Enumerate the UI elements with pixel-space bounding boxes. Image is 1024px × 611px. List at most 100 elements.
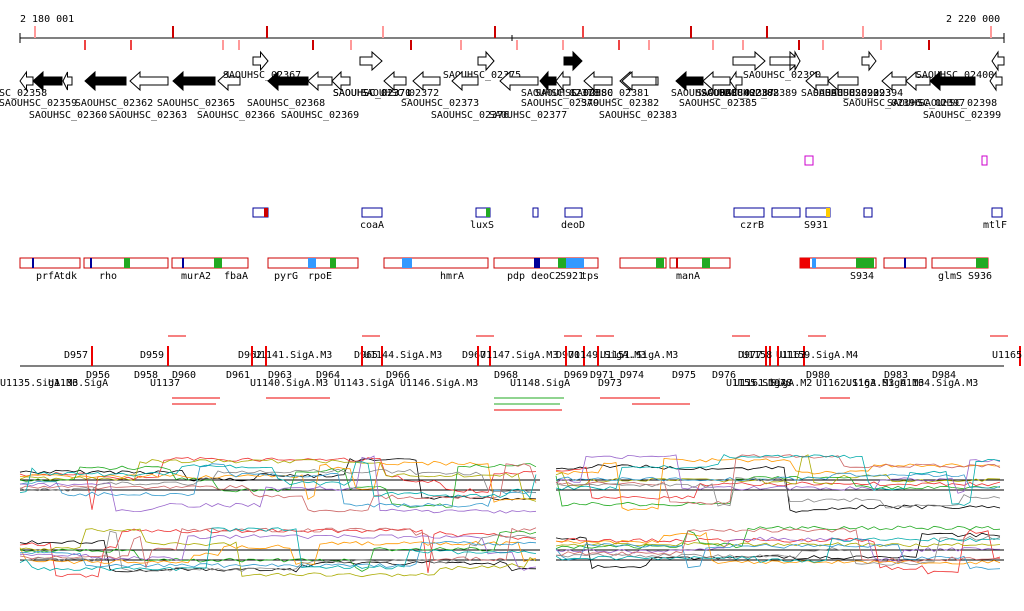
gene-arrow[interactable] <box>217 70 241 92</box>
operon-box[interactable] <box>863 207 873 218</box>
gene-arrow[interactable] <box>991 50 1005 72</box>
gene-arrow[interactable] <box>729 70 743 92</box>
operon-mark <box>264 208 268 217</box>
expression-profile-line <box>555 472 1001 489</box>
operon-box[interactable] <box>669 257 731 269</box>
operon-mark <box>182 258 184 268</box>
gene-arrow[interactable] <box>359 50 383 72</box>
gene-arrow[interactable] <box>412 70 441 92</box>
gene-arrow[interactable] <box>621 70 657 92</box>
gene-arrow[interactable] <box>555 70 571 92</box>
operon-label: prfA <box>36 271 60 282</box>
segment-label: U1164.SigA.M3 <box>900 378 978 389</box>
gene-arrow[interactable] <box>307 70 333 92</box>
gene-label: SAOUHSC_02367 <box>223 70 301 81</box>
gene-label: SAOUHSC_02370 <box>333 88 411 99</box>
segment-label: D973 <box>598 378 622 389</box>
gene-arrow[interactable] <box>989 70 1003 92</box>
segment-label: D960 <box>172 370 196 381</box>
operon-mark <box>214 258 222 268</box>
ruler-start-label: 2 180 001 <box>20 14 74 25</box>
gene-arrow[interactable] <box>62 71 73 91</box>
operon-label: S936 <box>968 271 992 282</box>
ruler-marker <box>712 40 714 50</box>
gene-arrow[interactable] <box>732 50 766 72</box>
segment-label: D976 <box>712 370 736 381</box>
segment-label: U1144.SigA.M3 <box>364 350 442 361</box>
expression-profile-line <box>19 530 537 572</box>
segment-label: D965 <box>354 350 378 361</box>
gene-arrow[interactable] <box>789 50 801 72</box>
segment-label: U1149.SigA.M3 <box>568 350 646 361</box>
ruler-marker <box>562 40 564 50</box>
expression-profile-line <box>555 536 1001 562</box>
operon-box[interactable] <box>171 257 249 269</box>
operon-box[interactable] <box>804 155 814 166</box>
operon-label: S921 <box>560 271 584 282</box>
segment-label: U1165 <box>992 350 1022 361</box>
expression-profile-line <box>19 463 537 508</box>
segment-label: D969 <box>564 370 588 381</box>
gene-label: SAOUHSC_02385 <box>679 98 757 109</box>
expression-profile-line <box>19 527 537 569</box>
ruler-marker <box>460 40 462 50</box>
gene-arrow[interactable] <box>827 70 859 92</box>
gene-arrow[interactable] <box>861 50 877 72</box>
operon-box[interactable] <box>19 257 81 269</box>
segment-label: D958 <box>134 370 158 381</box>
gene-arrow[interactable] <box>252 50 269 72</box>
ruler-marker <box>382 26 384 38</box>
operon-box[interactable] <box>564 207 583 218</box>
gene-label: SAOUHSC_02376 <box>431 110 509 121</box>
operon-label: S931 <box>804 220 828 231</box>
operon-mark <box>856 258 874 268</box>
gene-arrow[interactable] <box>583 70 613 92</box>
segment-label: D964 <box>316 370 340 381</box>
segment-label: U1155.SigA <box>726 378 786 389</box>
expression-profile-line <box>19 463 537 513</box>
expression-profile-line <box>555 525 1001 550</box>
gene-arrow[interactable] <box>563 50 583 72</box>
gene-label: SAOUHSC_02358 <box>0 88 47 99</box>
segment-label: D983 <box>884 370 908 381</box>
expression-profile-line <box>555 476 1001 509</box>
segment-label: D956 <box>86 370 110 381</box>
expression-profile-line <box>555 543 1001 570</box>
gene-arrow[interactable] <box>451 70 479 92</box>
gene-label: SAOUHSC_02360 <box>29 110 107 121</box>
gene-arrow[interactable] <box>477 50 495 72</box>
operon-label: deoC2 <box>531 271 561 282</box>
operon-box[interactable] <box>383 257 489 269</box>
operon-box[interactable] <box>361 207 383 218</box>
gene-arrow[interactable] <box>129 70 169 92</box>
gene-arrow[interactable] <box>172 70 216 92</box>
operon-label: deoD <box>561 220 585 231</box>
ruler-marker <box>34 26 36 38</box>
operon-box[interactable] <box>619 257 667 269</box>
segment-label: D977 <box>738 350 762 361</box>
operon-label: czrB <box>740 220 764 231</box>
segment-label: U1143.SigA <box>334 378 394 389</box>
expression-profile-line <box>555 466 1001 500</box>
gene-arrow[interactable] <box>383 70 407 92</box>
gene-arrow[interactable] <box>84 70 127 92</box>
operon-box[interactable] <box>532 207 539 218</box>
gene-label: SAOUHSC_02380 <box>535 88 613 99</box>
gene-arrow[interactable] <box>929 70 976 92</box>
operon-box[interactable] <box>771 207 801 218</box>
operon-mark <box>402 258 412 268</box>
segment-label: D957 <box>64 350 88 361</box>
segment-label: D961 <box>226 370 250 381</box>
gene-arrow[interactable] <box>331 70 351 92</box>
segment-label: U1151.SigA.M3 <box>600 350 678 361</box>
gene-arrow[interactable] <box>499 70 539 92</box>
expression-profile-line <box>555 454 1001 494</box>
operon-box[interactable] <box>493 257 599 269</box>
operon-mark <box>812 258 816 268</box>
operon-box[interactable] <box>981 155 988 166</box>
gene-arrow[interactable] <box>32 70 63 92</box>
operon-box[interactable] <box>733 207 765 218</box>
operon-box[interactable] <box>991 207 1003 218</box>
